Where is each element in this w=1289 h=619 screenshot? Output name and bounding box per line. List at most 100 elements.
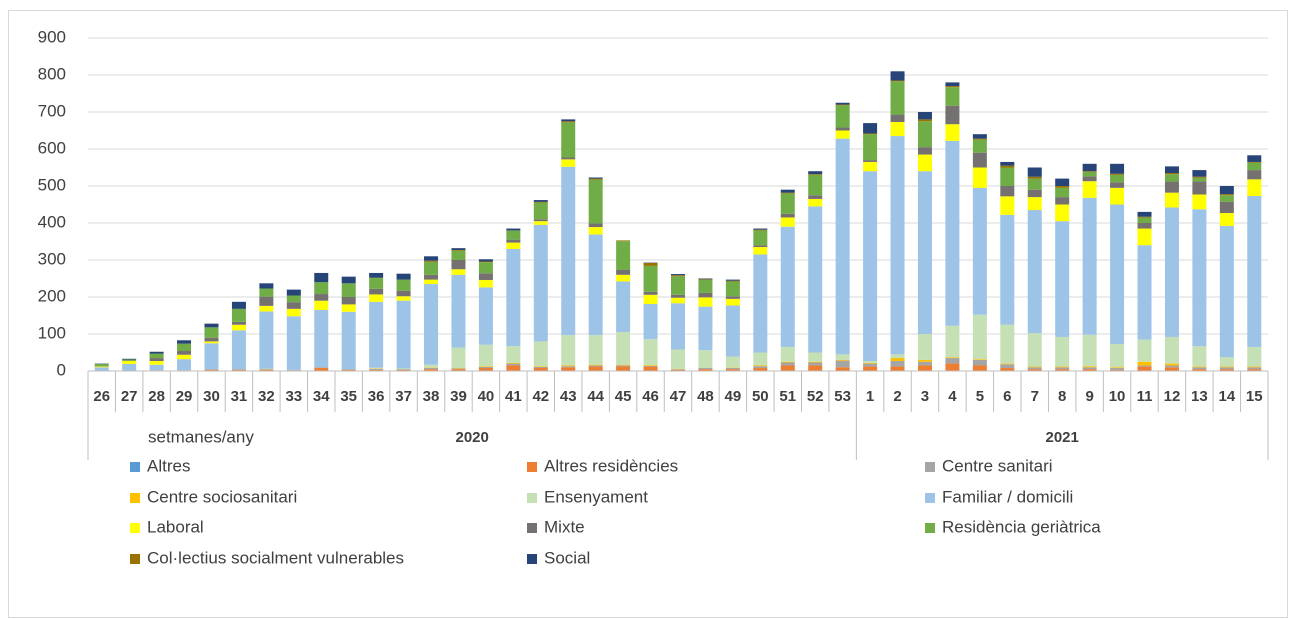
bar-segment [1027,176,1042,179]
bar-segment [972,365,987,371]
bar-segment [451,368,466,370]
bar-segment [917,147,932,155]
bar-segment [890,114,905,122]
bar-segment [588,223,603,228]
bar-segment [671,275,685,277]
bar-segment [972,359,987,360]
bar-segment [917,365,932,371]
bar-segment [369,369,384,371]
bar-segment [533,201,548,203]
legend-swatch [130,523,140,533]
bar-segment [1164,173,1179,175]
bar-segment [1082,171,1097,172]
bar-segment [753,365,768,367]
legend-swatch [130,554,140,564]
bar-segment [94,366,109,368]
bar-segment [972,187,987,315]
legend-label: Col·lectius socialment vulnerables [147,548,404,567]
bar-segment [698,278,713,280]
bar-segment [1110,173,1125,175]
bar-segment [1055,178,1070,186]
bar-segment [1219,195,1234,202]
bar-segment [671,303,685,350]
bar-segment [478,366,493,369]
bar-segment [780,189,795,193]
bar-segment [259,296,274,306]
bar-segment [945,325,960,358]
bar-segment [588,365,603,367]
bar-segment [1000,167,1015,186]
bar-segment [972,139,987,153]
bar-segment [616,364,631,366]
bar-segment [835,360,850,368]
bar-segment [1027,167,1042,177]
bar-segment [643,265,658,292]
bar-segment [1055,204,1070,222]
bar-segment [698,279,713,293]
x-tick-label: 42 [532,388,549,405]
bar-segment [863,363,878,367]
bar-segment [1000,324,1015,364]
group-label: 2020 [455,429,488,446]
bar-segment [1247,369,1262,371]
bar-segment [451,250,466,251]
legend-label: Centre sociosanitari [147,487,297,506]
x-tick-label: 33 [285,388,302,405]
bar-segment [698,306,713,351]
bar-segment [588,335,603,365]
bar-segment [1164,174,1179,182]
bar-segment [1192,209,1207,347]
bar-segment [1055,186,1070,188]
bar-segment [808,174,823,175]
bar-segment [753,230,768,246]
bar-segment [369,294,384,302]
bar-segment [1164,207,1179,337]
bar-segment [1082,181,1097,198]
x-tick-label: 52 [807,388,824,405]
bar-segment [204,323,219,328]
bar-segment [588,178,603,180]
bar-segment [533,366,548,367]
bar-segment [1082,163,1097,172]
bar-segment [863,161,878,172]
bar-segment [588,177,603,179]
bar-segment [506,248,521,347]
bar-segment [643,304,658,340]
y-tick-label: 800 [38,64,66,83]
bar-segment [424,364,439,368]
bar-segment [917,112,932,120]
bar-segment [1082,176,1097,182]
bar-segment [780,361,795,363]
x-tick-label: 38 [423,388,440,405]
legend-label: Residència geriàtrica [942,517,1101,536]
bar-segment [808,362,823,366]
x-tick-label: 4 [948,388,957,405]
bar-segment [780,362,795,366]
bar-segment [917,121,932,148]
bar-segment [506,346,521,363]
bar-segment [972,138,987,140]
bar-segment [1000,161,1015,166]
bar-segment [780,213,795,218]
x-tick-label: 51 [779,388,796,405]
bar-segment [1082,197,1097,335]
bar-segment [478,262,493,274]
bar-segment [616,365,631,367]
bar-segment [945,86,960,88]
bar-segment [917,171,932,334]
bar-segment [835,102,850,105]
bar-segment [616,281,631,333]
bar-segment [1027,210,1042,334]
bar-segment [780,192,795,194]
bar-segment [863,133,878,135]
bar-segment [1027,333,1042,367]
bar-segment [698,369,713,371]
bar-segment [94,367,109,371]
bar-segment [177,359,192,371]
x-tick-label: 31 [231,388,248,405]
bar-segment [1110,204,1125,344]
bar-segment [616,332,631,365]
bar-segment [917,359,932,362]
bar-segment [1027,367,1042,370]
x-tick-label: 26 [93,388,110,405]
